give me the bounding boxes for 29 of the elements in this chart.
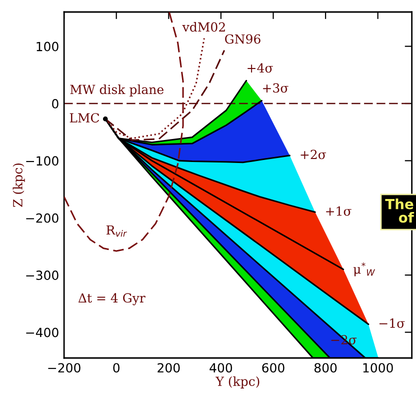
annotation: The of [385, 198, 414, 223]
x-axis-title: Y (kpc) [216, 376, 260, 388]
annotation: Δt = 4 Gyr [78, 293, 146, 306]
series-label: −2σ [331, 335, 357, 344]
series-label: +3σ [263, 83, 288, 93]
series-label: R$_{vir}$ [106, 225, 127, 237]
y-axis-title: Z (kpc) [12, 163, 25, 207]
x-tick-label: 400 [210, 363, 232, 373]
series-label: GN96 [225, 34, 260, 44]
y-tick-label: 100 [36, 42, 58, 52]
ref-line-label: MW disk plane [70, 84, 164, 97]
series-label: LMC [70, 113, 100, 123]
y-tick-label: −100 [26, 156, 58, 166]
series-label: vdM02 [182, 22, 225, 32]
x-tick-label: 600 [262, 363, 284, 373]
series-label: +4σ [248, 63, 273, 73]
x-tick-label: 800 [314, 363, 337, 373]
x-tick-label: 1000 [363, 363, 393, 373]
legend-label: μ$^{*}$$_{W}$ [353, 262, 376, 276]
y-tick-label: −200 [26, 213, 58, 223]
series-label: +1σ [326, 206, 352, 216]
y-tick-label: −400 [26, 328, 58, 338]
series-label: −1σ [379, 318, 405, 328]
x-tick-label: −200 [48, 363, 80, 373]
x-tick-label: 0 [113, 363, 120, 373]
y-tick-label: −300 [26, 270, 58, 280]
series-label: +2σ [300, 150, 326, 160]
x-tick-label: 200 [158, 363, 180, 373]
y-tick-label: 0 [52, 98, 58, 108]
